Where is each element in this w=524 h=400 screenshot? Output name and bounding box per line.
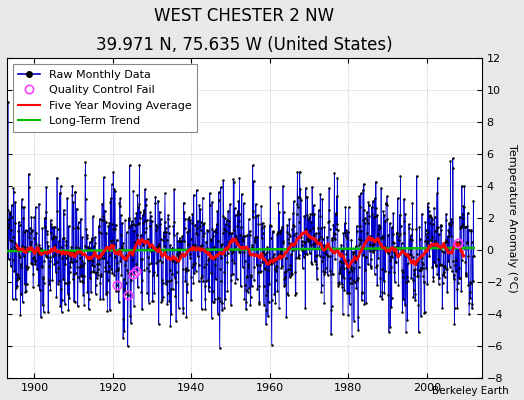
Y-axis label: Temperature Anomaly (°C): Temperature Anomaly (°C): [507, 144, 517, 293]
Text: Berkeley Earth: Berkeley Earth: [432, 386, 508, 396]
Legend: Raw Monthly Data, Quality Control Fail, Five Year Moving Average, Long-Term Tren: Raw Monthly Data, Quality Control Fail, …: [13, 64, 198, 132]
Title: WEST CHESTER 2 NW
39.971 N, 75.635 W (United States): WEST CHESTER 2 NW 39.971 N, 75.635 W (Un…: [96, 7, 392, 54]
